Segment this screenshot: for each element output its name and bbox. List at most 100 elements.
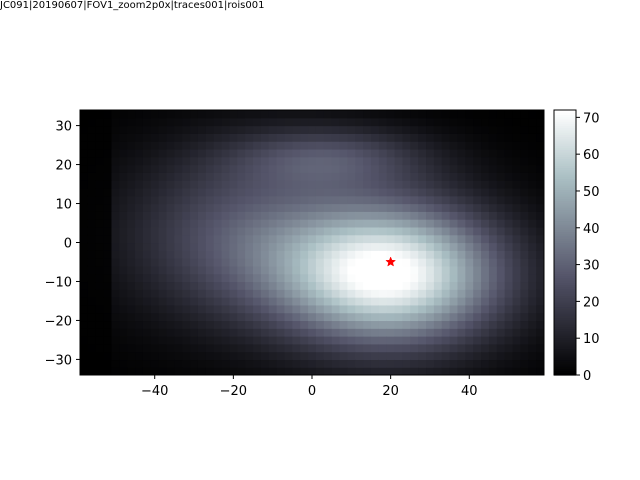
heatmap-cell: [119, 320, 128, 329]
heatmap-cell: [402, 234, 411, 244]
heatmap-cell: [449, 258, 459, 267]
heatmap-cell: [520, 164, 529, 173]
heatmap-cell: [190, 273, 199, 283]
heatmap-cell: [520, 211, 529, 220]
heatmap-cell: [496, 133, 506, 142]
heatmap-cell: [308, 110, 317, 119]
heatmap-cell: [158, 187, 168, 197]
heatmap-cell: [87, 117, 97, 127]
heatmap-cell: [284, 258, 293, 267]
heatmap-cell: [426, 336, 435, 345]
colorbar-segment: [554, 235, 576, 239]
heatmap-cell: [253, 164, 262, 173]
heatmap-cell: [488, 187, 498, 197]
heatmap-cell: [402, 203, 411, 212]
heatmap-cell: [221, 211, 231, 220]
heatmap-cell: [520, 187, 529, 197]
colorbar-frame: [553, 109, 577, 376]
heatmap-cell: [449, 312, 459, 322]
heatmap-cell: [520, 351, 529, 361]
heatmap-cell: [142, 211, 152, 220]
heatmap-cell: [433, 367, 443, 375]
heatmap-cell: [135, 281, 144, 290]
heatmap-cell: [433, 359, 443, 368]
heatmap-cell: [496, 125, 506, 134]
heatmap-cell: [331, 226, 341, 236]
heatmap-cell: [119, 312, 128, 322]
heatmap-cell: [127, 234, 136, 244]
heatmap-cell: [80, 359, 89, 368]
heatmap-cell: [87, 125, 97, 134]
heatmap-cell: [245, 180, 254, 189]
heatmap-cell: [465, 110, 474, 119]
heatmap-cell: [363, 125, 372, 134]
heatmap-cell: [504, 265, 514, 275]
heatmap-cell: [213, 180, 223, 189]
heatmap-cell: [378, 281, 388, 290]
heatmap-cell: [260, 258, 270, 267]
heatmap-cell: [418, 125, 427, 134]
heatmap-cell: [339, 265, 348, 275]
heatmap-cell: [221, 133, 231, 142]
heatmap-cell: [536, 336, 544, 345]
heatmap-cell: [174, 180, 183, 189]
heatmap-cell: [182, 359, 191, 368]
heatmap-cell: [323, 195, 333, 205]
heatmap-cell: [378, 273, 388, 283]
heatmap-cell: [135, 148, 144, 158]
heatmap-cell: [355, 211, 364, 220]
colorbar-segment: [554, 273, 576, 277]
heatmap-cell: [127, 211, 136, 220]
heatmap-cell: [268, 273, 278, 283]
heatmap-cell: [268, 234, 278, 244]
heatmap-cell: [410, 203, 419, 212]
heatmap-cell: [268, 265, 278, 275]
heatmap-cell: [276, 328, 286, 337]
heatmap-cell: [221, 343, 231, 353]
heatmap-cell: [473, 219, 482, 228]
heatmap-cell: [150, 234, 160, 244]
heatmap-cell: [150, 141, 160, 150]
heatmap-cell: [308, 312, 317, 322]
heatmap-cell: [213, 312, 223, 322]
heatmap-cell: [488, 258, 498, 267]
heatmap-cell: [150, 164, 160, 173]
colorbar-segment: [554, 163, 576, 166]
heatmap-cell: [135, 172, 144, 181]
heatmap-cell: [378, 172, 388, 181]
colorbar-segment: [554, 238, 576, 241]
heatmap-cell: [512, 359, 521, 368]
heatmap-cell: [292, 281, 301, 290]
heatmap-cell: [268, 351, 278, 361]
heatmap-cell: [504, 258, 514, 267]
heatmap-cell: [245, 289, 254, 298]
colorbar-segment: [554, 143, 576, 146]
heatmap-cell: [488, 273, 498, 283]
heatmap-cell: [473, 156, 482, 166]
heatmap-cell: [496, 343, 506, 353]
heatmap-cell: [331, 367, 341, 375]
heatmap-cell: [449, 359, 459, 368]
heatmap-cell: [142, 320, 152, 329]
heatmap-cell: [457, 226, 466, 236]
heatmap-cell: [355, 180, 364, 189]
colorbar-segment: [554, 132, 576, 135]
heatmap-cell: [119, 211, 128, 220]
heatmap-cell: [504, 180, 514, 189]
heatmap-cell: [197, 273, 207, 283]
heatmap-cell: [292, 343, 301, 353]
heatmap-cell: [300, 265, 309, 275]
heatmap-cell: [331, 172, 341, 181]
heatmap-cell: [205, 211, 215, 220]
heatmap-cell: [496, 273, 506, 283]
heatmap-cell: [441, 343, 451, 353]
heatmap-cell: [135, 336, 144, 345]
heatmap-cell: [457, 164, 466, 173]
heatmap-cell: [488, 250, 498, 259]
heatmap-cell: [402, 273, 411, 283]
heatmap-cell: [111, 265, 120, 275]
heatmap-cell: [520, 336, 529, 345]
heatmap-cell: [378, 187, 388, 197]
heatmap-cell: [402, 343, 411, 353]
heatmap-cell: [284, 195, 293, 205]
